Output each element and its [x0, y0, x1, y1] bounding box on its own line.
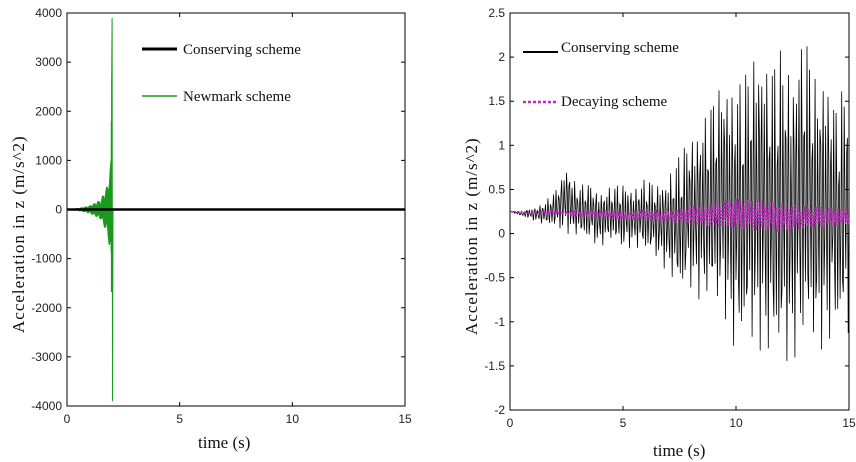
- left-chart: -4000 -3000 -2000 -1000 0 1000 2000 3000 4000 0 5…: [9, 6, 412, 452]
- left-x-ticks: 0 5 10 15: [64, 13, 412, 426]
- right-chart: -2 -1.5 -1 -0.5 0 0.5 1 1.5 2 2.5 0 5 10 15 Conservi…: [462, 6, 856, 460]
- right-x-axis-label: time (s): [653, 441, 705, 460]
- x-tick-label: 15: [842, 416, 856, 430]
- right-legend-decaying-label: Decaying scheme: [561, 94, 668, 110]
- y-tick-label: -0.5: [484, 271, 505, 285]
- right-series-group: [509, 46, 850, 362]
- x-tick-label: 10: [286, 412, 300, 426]
- right-legend-conserving-label: Conserving scheme: [561, 40, 679, 56]
- y-tick-label: 1: [498, 138, 505, 152]
- y-tick-label: -1000: [31, 252, 62, 266]
- y-tick-label: 0: [498, 227, 505, 241]
- y-tick-label: 1.5: [488, 94, 505, 108]
- left-legend-conserving-label: Conserving scheme: [183, 42, 301, 58]
- right-x-ticks: 0 5 10 15: [507, 13, 856, 430]
- y-tick-label: 3000: [35, 55, 62, 69]
- left-y-ticks: -4000 -3000 -2000 -1000 0 1000 2000 3000 4000: [31, 6, 405, 413]
- left-series-group: [66, 17, 405, 402]
- right-y-axis-label: Acceleration in z (m/s^2): [462, 137, 481, 335]
- x-tick-label: 5: [176, 412, 183, 426]
- left-legend-newmark-label: Newmark scheme: [183, 89, 291, 105]
- y-tick-label: 4000: [35, 6, 62, 20]
- x-tick-label: 0: [64, 412, 71, 426]
- series-decaying-line: [510, 198, 850, 232]
- x-tick-label: 0: [507, 416, 514, 430]
- y-tick-label: -1: [494, 315, 505, 329]
- series-conserving-line: [509, 46, 850, 362]
- y-tick-label: -2: [494, 403, 505, 417]
- y-tick-label: 0: [55, 203, 62, 217]
- y-tick-label: -2000: [31, 301, 62, 315]
- y-tick-label: 2.5: [488, 6, 505, 20]
- y-tick-label: 2: [498, 50, 505, 64]
- x-tick-label: 5: [620, 416, 627, 430]
- y-tick-label: 0.5: [488, 182, 505, 196]
- x-tick-label: 15: [398, 412, 412, 426]
- x-tick-label: 10: [729, 416, 743, 430]
- y-tick-label: -1.5: [484, 359, 505, 373]
- left-y-axis-label: Acceleration in z (m/s^2): [9, 135, 28, 333]
- y-tick-label: 2000: [35, 104, 62, 118]
- y-tick-label: 1000: [35, 153, 62, 167]
- y-tick-label: -4000: [31, 399, 62, 413]
- right-y-ticks: -2 -1.5 -1 -0.5 0 0.5 1 1.5 2 2.5: [484, 6, 849, 417]
- left-x-axis-label: time (s): [198, 433, 250, 452]
- y-tick-label: -3000: [31, 350, 62, 364]
